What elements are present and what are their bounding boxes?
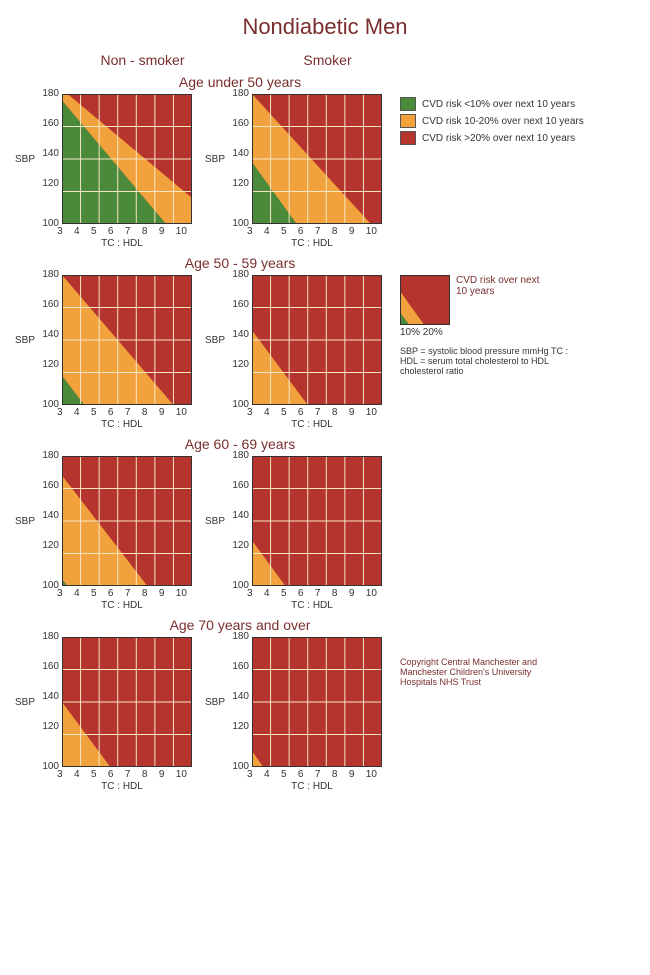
x-axis-label: TC : HDL — [57, 600, 187, 611]
legend-swatch — [400, 97, 416, 111]
y-axis-label: SBP — [10, 275, 37, 405]
risk-plot — [62, 275, 192, 405]
risk-plot — [62, 94, 192, 224]
mini-legend: 10% 20% CVD risk over next 10 years SBP = … — [400, 275, 570, 376]
y-axis-label: SBP — [200, 637, 227, 767]
x-axis-label: TC : HDL — [247, 600, 377, 611]
x-axis-label: TC : HDL — [247, 419, 377, 430]
x-axis-label: TC : HDL — [57, 781, 187, 792]
risk-plot — [62, 637, 192, 767]
legend-label: CVD risk 10-20% over next 10 years — [422, 116, 584, 127]
y-ticks: 180160140120100 — [37, 456, 59, 586]
legend-row: CVD risk <10% over next 10 years — [400, 97, 584, 111]
x-axis-label: TC : HDL — [57, 419, 187, 430]
legend-label: CVD risk >20% over next 10 years — [422, 133, 575, 144]
x-ticks: 345678910 — [57, 226, 187, 237]
legend-row: CVD risk >20% over next 10 years — [400, 131, 584, 145]
chart-row: SBP180160140120100345678910TC : HDLSBP18… — [0, 94, 650, 249]
col-smoker: Smoker — [240, 52, 415, 68]
y-axis-label: SBP — [10, 456, 37, 586]
mini-caption: CVD risk over next 10 years — [456, 275, 546, 297]
x-axis-label: TC : HDL — [57, 238, 187, 249]
copyright-text: Copyright Central Manchester and Manches… — [400, 657, 570, 687]
y-axis-label: SBP — [200, 94, 227, 224]
x-ticks: 345678910 — [57, 407, 187, 418]
risk-plot — [252, 94, 382, 224]
chart-row: SBP180160140120100345678910TC : HDLSBP18… — [0, 637, 650, 792]
x-ticks: 345678910 — [247, 226, 377, 237]
y-ticks: 180160140120100 — [227, 275, 249, 405]
legend-swatch — [400, 114, 416, 128]
y-axis-label: SBP — [200, 456, 227, 586]
x-ticks: 345678910 — [247, 588, 377, 599]
x-axis-label: TC : HDL — [247, 238, 377, 249]
mini-plot — [400, 275, 450, 325]
y-ticks: 180160140120100 — [227, 94, 249, 224]
y-axis-label: SBP — [10, 637, 37, 767]
risk-chart: SBP180160140120100 345678910TC : HDL — [200, 94, 390, 249]
x-ticks: 345678910 — [247, 407, 377, 418]
y-ticks: 180160140120100 — [37, 275, 59, 405]
page-title: Nondiabetic Men — [0, 14, 650, 40]
risk-chart: SBP180160140120100 345678910TC : HDL — [200, 275, 390, 430]
y-ticks: 180160140120100 — [227, 637, 249, 767]
mini-scale: 10% 20% — [400, 327, 450, 338]
x-ticks: 345678910 — [247, 769, 377, 780]
risk-chart: SBP180160140120100 345678910TC : HDL — [200, 456, 390, 611]
x-axis-label: TC : HDL — [247, 781, 377, 792]
x-ticks: 345678910 — [57, 769, 187, 780]
y-axis-label: SBP — [10, 94, 37, 224]
y-axis-label: SBP — [200, 275, 227, 405]
risk-chart: SBP180160140120100 345678910TC : HDL — [10, 94, 200, 249]
y-ticks: 180160140120100 — [37, 94, 59, 224]
legend-label: CVD risk <10% over next 10 years — [422, 99, 575, 110]
legend-row: CVD risk 10-20% over next 10 years — [400, 114, 584, 128]
risk-plot — [252, 637, 382, 767]
axis-notes: SBP = systolic blood pressure mmHg TC : … — [400, 346, 570, 376]
risk-chart: SBP180160140120100 345678910TC : HDL — [10, 456, 200, 611]
risk-chart-page: Nondiabetic Men Non - smoker Smoker Age … — [0, 0, 650, 812]
chart-row: SBP180160140120100345678910TC : HDLSBP18… — [0, 456, 650, 611]
risk-plot — [252, 275, 382, 405]
legend: CVD risk <10% over next 10 years CVD risk… — [400, 94, 584, 148]
y-ticks: 180160140120100 — [37, 637, 59, 767]
legend-swatch — [400, 131, 416, 145]
risk-chart: SBP180160140120100 345678910TC : HDL — [10, 275, 200, 430]
risk-plot — [62, 456, 192, 586]
column-headers: Non - smoker Smoker — [55, 52, 650, 68]
risk-plot — [252, 456, 382, 586]
risk-chart: SBP180160140120100 345678910TC : HDL — [200, 637, 390, 792]
y-ticks: 180160140120100 — [227, 456, 249, 586]
risk-chart: SBP180160140120100 345678910TC : HDL — [10, 637, 200, 792]
chart-row: SBP180160140120100345678910TC : HDLSBP18… — [0, 275, 650, 430]
x-ticks: 345678910 — [57, 588, 187, 599]
col-nonsmoker: Non - smoker — [55, 52, 230, 68]
